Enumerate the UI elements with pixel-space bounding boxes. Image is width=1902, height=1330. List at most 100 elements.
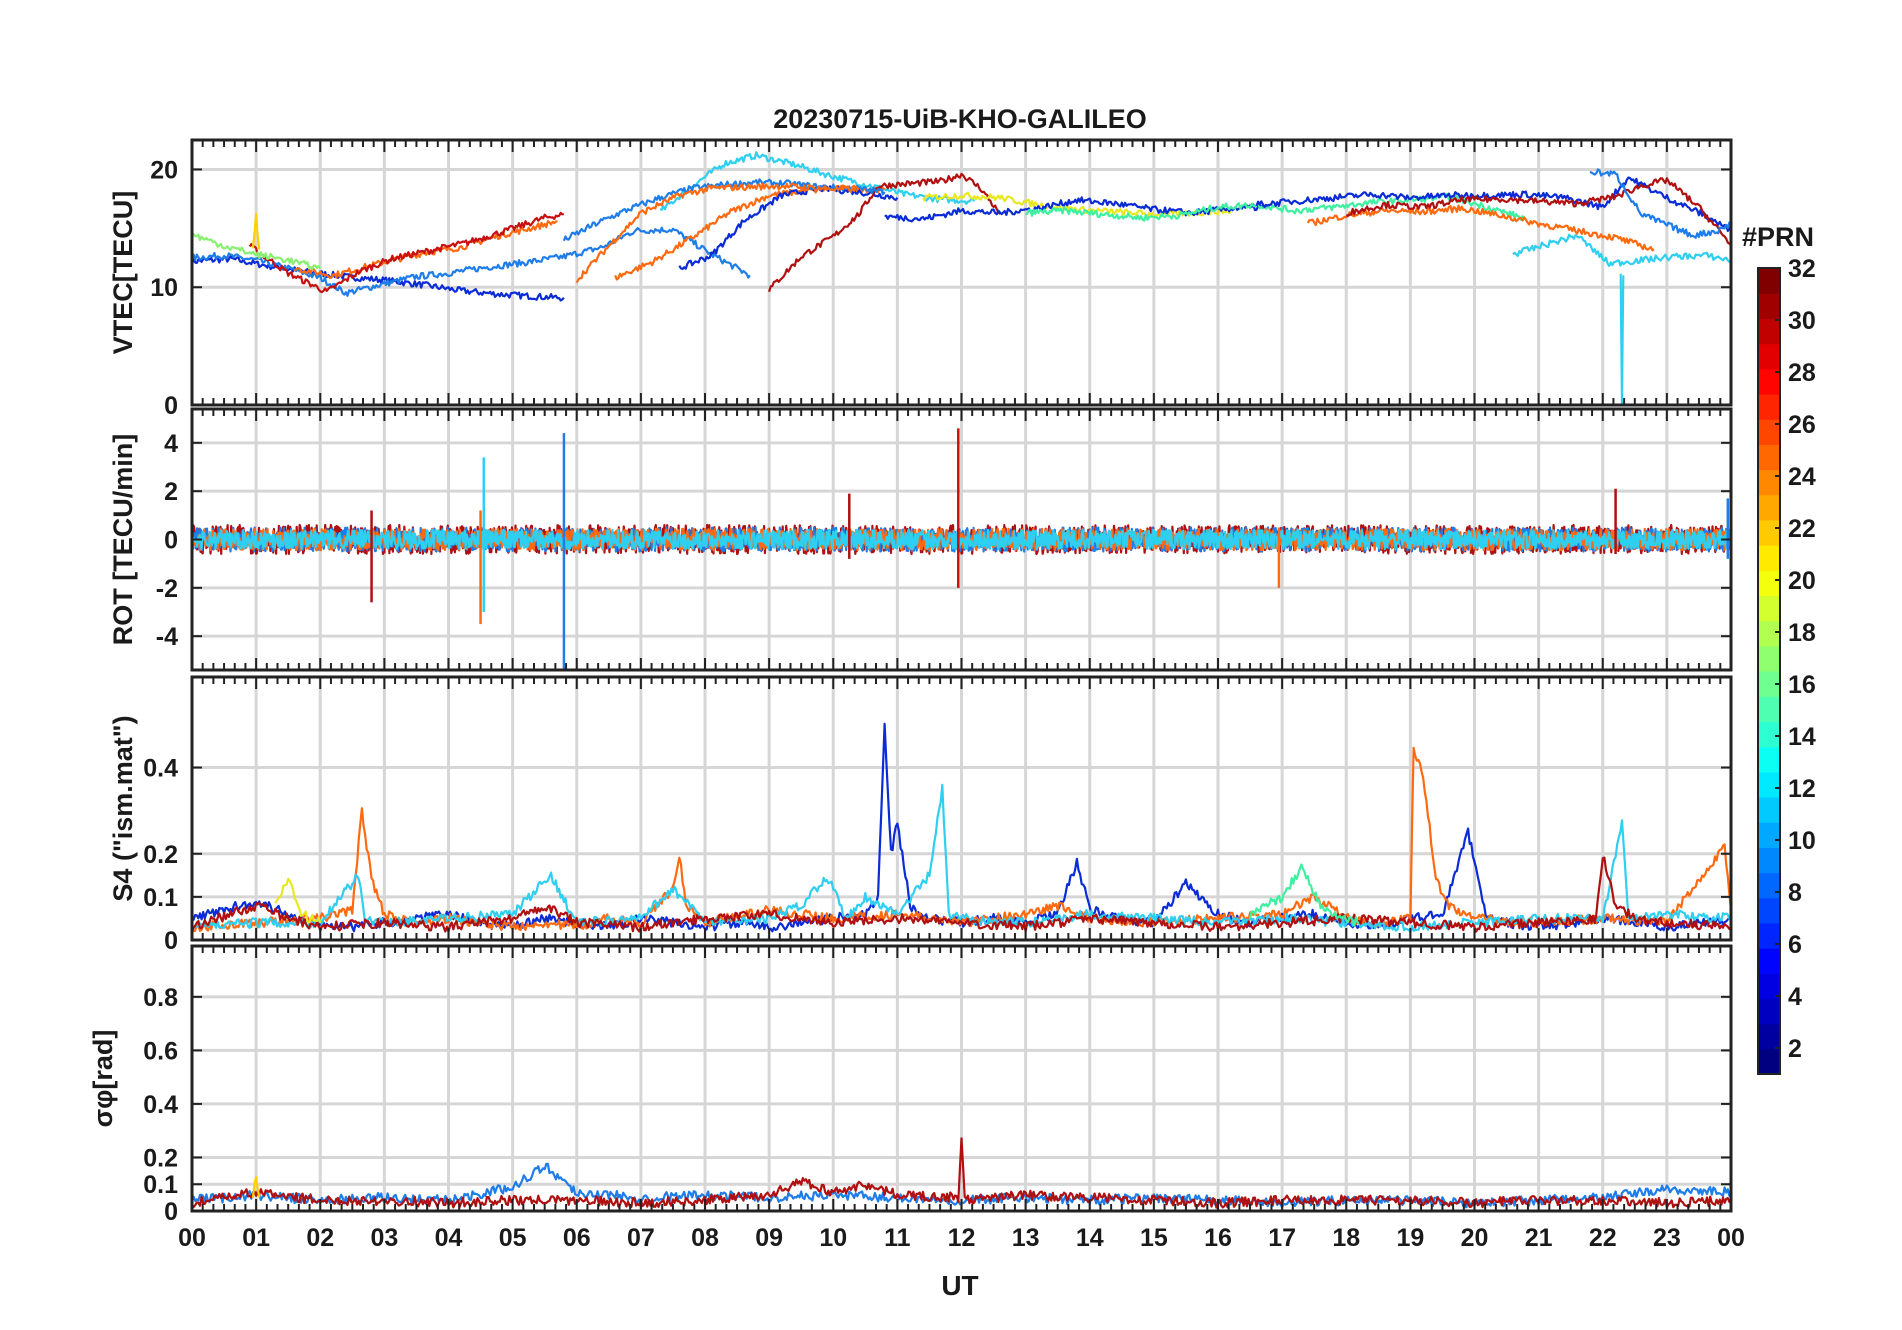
series-line — [248, 211, 564, 294]
colorbar-frame — [1757, 267, 1781, 1075]
x-tick-label: 11 — [884, 1224, 911, 1252]
colorbar-swatch — [1758, 595, 1780, 622]
series-line — [1345, 177, 1731, 246]
colorbar-swatch — [1758, 771, 1780, 798]
colorbar-swatch — [1758, 469, 1780, 496]
colorbar-swatch — [1758, 293, 1780, 319]
x-tick-label: 00 — [178, 1224, 206, 1252]
series-line — [1255, 176, 1731, 233]
colorbar-tick-label: 14 — [1788, 723, 1816, 751]
x-tick-label: 10 — [819, 1224, 847, 1252]
x-tick-label: 00 — [1717, 1224, 1745, 1252]
x-tick-label: 04 — [435, 1224, 463, 1252]
colorbar-tick-label: 10 — [1788, 827, 1816, 855]
colorbar-swatch — [1758, 645, 1780, 672]
colorbar-swatch — [1758, 872, 1780, 899]
colorbar-swatch — [1758, 393, 1780, 420]
series-line — [293, 220, 558, 280]
colorbar-swatch — [1758, 545, 1780, 571]
colorbar-tick-label: 16 — [1788, 671, 1816, 699]
colorbar-swatch — [1758, 973, 1780, 1000]
series-line — [192, 233, 322, 270]
y-tick-label: 0.2 — [143, 841, 178, 869]
colorbar-swatch — [1758, 368, 1780, 395]
y-tick-label: 0 — [164, 527, 178, 555]
x-tick-label: 16 — [1204, 1224, 1232, 1252]
series-line — [274, 877, 322, 924]
colorbar-tick-label: 24 — [1788, 463, 1816, 491]
series-line — [768, 172, 1001, 293]
x-tick-label: 20 — [1461, 1224, 1489, 1252]
colorbar-swatch — [1758, 268, 1780, 294]
colorbar-tick-label: 2 — [1788, 1035, 1802, 1063]
series-line — [1589, 168, 1731, 239]
x-tick-label: 12 — [948, 1224, 976, 1252]
x-tick-label: 18 — [1332, 1224, 1360, 1252]
series-line — [192, 226, 751, 297]
y-tick-label: 0.4 — [143, 1091, 178, 1119]
panel-3: 0 0.1 0.2 0.4S4 ("ism.mat") — [108, 675, 1733, 955]
colorbar-swatch — [1758, 847, 1780, 874]
y-tick-label: 0 — [164, 927, 178, 955]
series-line — [192, 783, 1731, 933]
colorbar-tick-label: 32 — [1788, 255, 1816, 283]
x-tick-label: 05 — [499, 1224, 527, 1252]
colorbar-swatch — [1758, 1023, 1780, 1050]
y-tick-label: 20 — [150, 156, 178, 184]
colorbar-tick-label: 8 — [1788, 879, 1802, 907]
series-line — [1512, 233, 1731, 267]
colorbar-swatch — [1758, 519, 1780, 546]
y-tick-label: -2 — [156, 575, 178, 603]
x-tick-label: 01 — [242, 1224, 270, 1252]
series-line — [1249, 863, 1360, 927]
colorbar-swatch — [1758, 494, 1780, 521]
colorbar-swatch — [1758, 1048, 1780, 1075]
series-line — [1619, 273, 1625, 405]
series-line — [575, 182, 860, 284]
series-line — [251, 1175, 261, 1199]
colorbar-swatch — [1758, 444, 1780, 471]
colorbar-swatch — [1758, 570, 1780, 597]
series-line — [660, 151, 976, 211]
series-line — [192, 255, 565, 302]
x-tick-label: 14 — [1076, 1224, 1104, 1252]
x-tick-label: 08 — [691, 1224, 719, 1252]
colorbar-tick-label: 4 — [1788, 983, 1802, 1011]
x-tick-label: 23 — [1653, 1224, 1681, 1252]
x-tick-label: 02 — [306, 1224, 334, 1252]
x-tick-label: 22 — [1589, 1224, 1617, 1252]
y-tick-label: 2 — [164, 478, 178, 506]
series-line — [678, 184, 899, 271]
colorbar-swatch — [1758, 796, 1780, 823]
colorbar-swatch — [1758, 721, 1780, 748]
y-tick-label: 4 — [164, 430, 178, 458]
y-axis-label: VTEC[TECU] — [108, 191, 138, 355]
x-tick-label: 13 — [1012, 1224, 1040, 1252]
colorbar-tick-label: 26 — [1788, 411, 1816, 439]
x-tick-label: 03 — [370, 1224, 398, 1252]
x-axis-label: UT — [941, 1270, 978, 1301]
colorbar-swatch — [1758, 671, 1780, 697]
colorbar-swatch — [1758, 948, 1780, 974]
colorbar-tick-label: 18 — [1788, 619, 1816, 647]
x-tick-label: 17 — [1268, 1224, 1296, 1252]
y-tick-label: 0.1 — [143, 1171, 178, 1199]
panel-2: -4 -2 0 2 4 ROT [TECU/min] — [108, 407, 1733, 672]
colorbar-swatch — [1758, 343, 1780, 370]
x-tick-label: 19 — [1396, 1224, 1424, 1252]
colorbar-tick-label: 28 — [1788, 359, 1816, 387]
colorbar-swatch — [1758, 822, 1780, 848]
colorbar-swatch — [1758, 419, 1780, 445]
x-tick-label: 06 — [563, 1224, 591, 1252]
x-tick-label: 09 — [755, 1224, 783, 1252]
y-tick-label: 0.4 — [143, 755, 178, 783]
colorbar-label: #PRN — [1742, 222, 1814, 252]
y-tick-label: 0 — [164, 392, 178, 420]
x-tick-label: 21 — [1525, 1224, 1553, 1252]
x-tick-label: 07 — [627, 1224, 655, 1252]
y-tick-label: 10 — [150, 274, 178, 302]
y-tick-label: 0.6 — [143, 1037, 178, 1065]
